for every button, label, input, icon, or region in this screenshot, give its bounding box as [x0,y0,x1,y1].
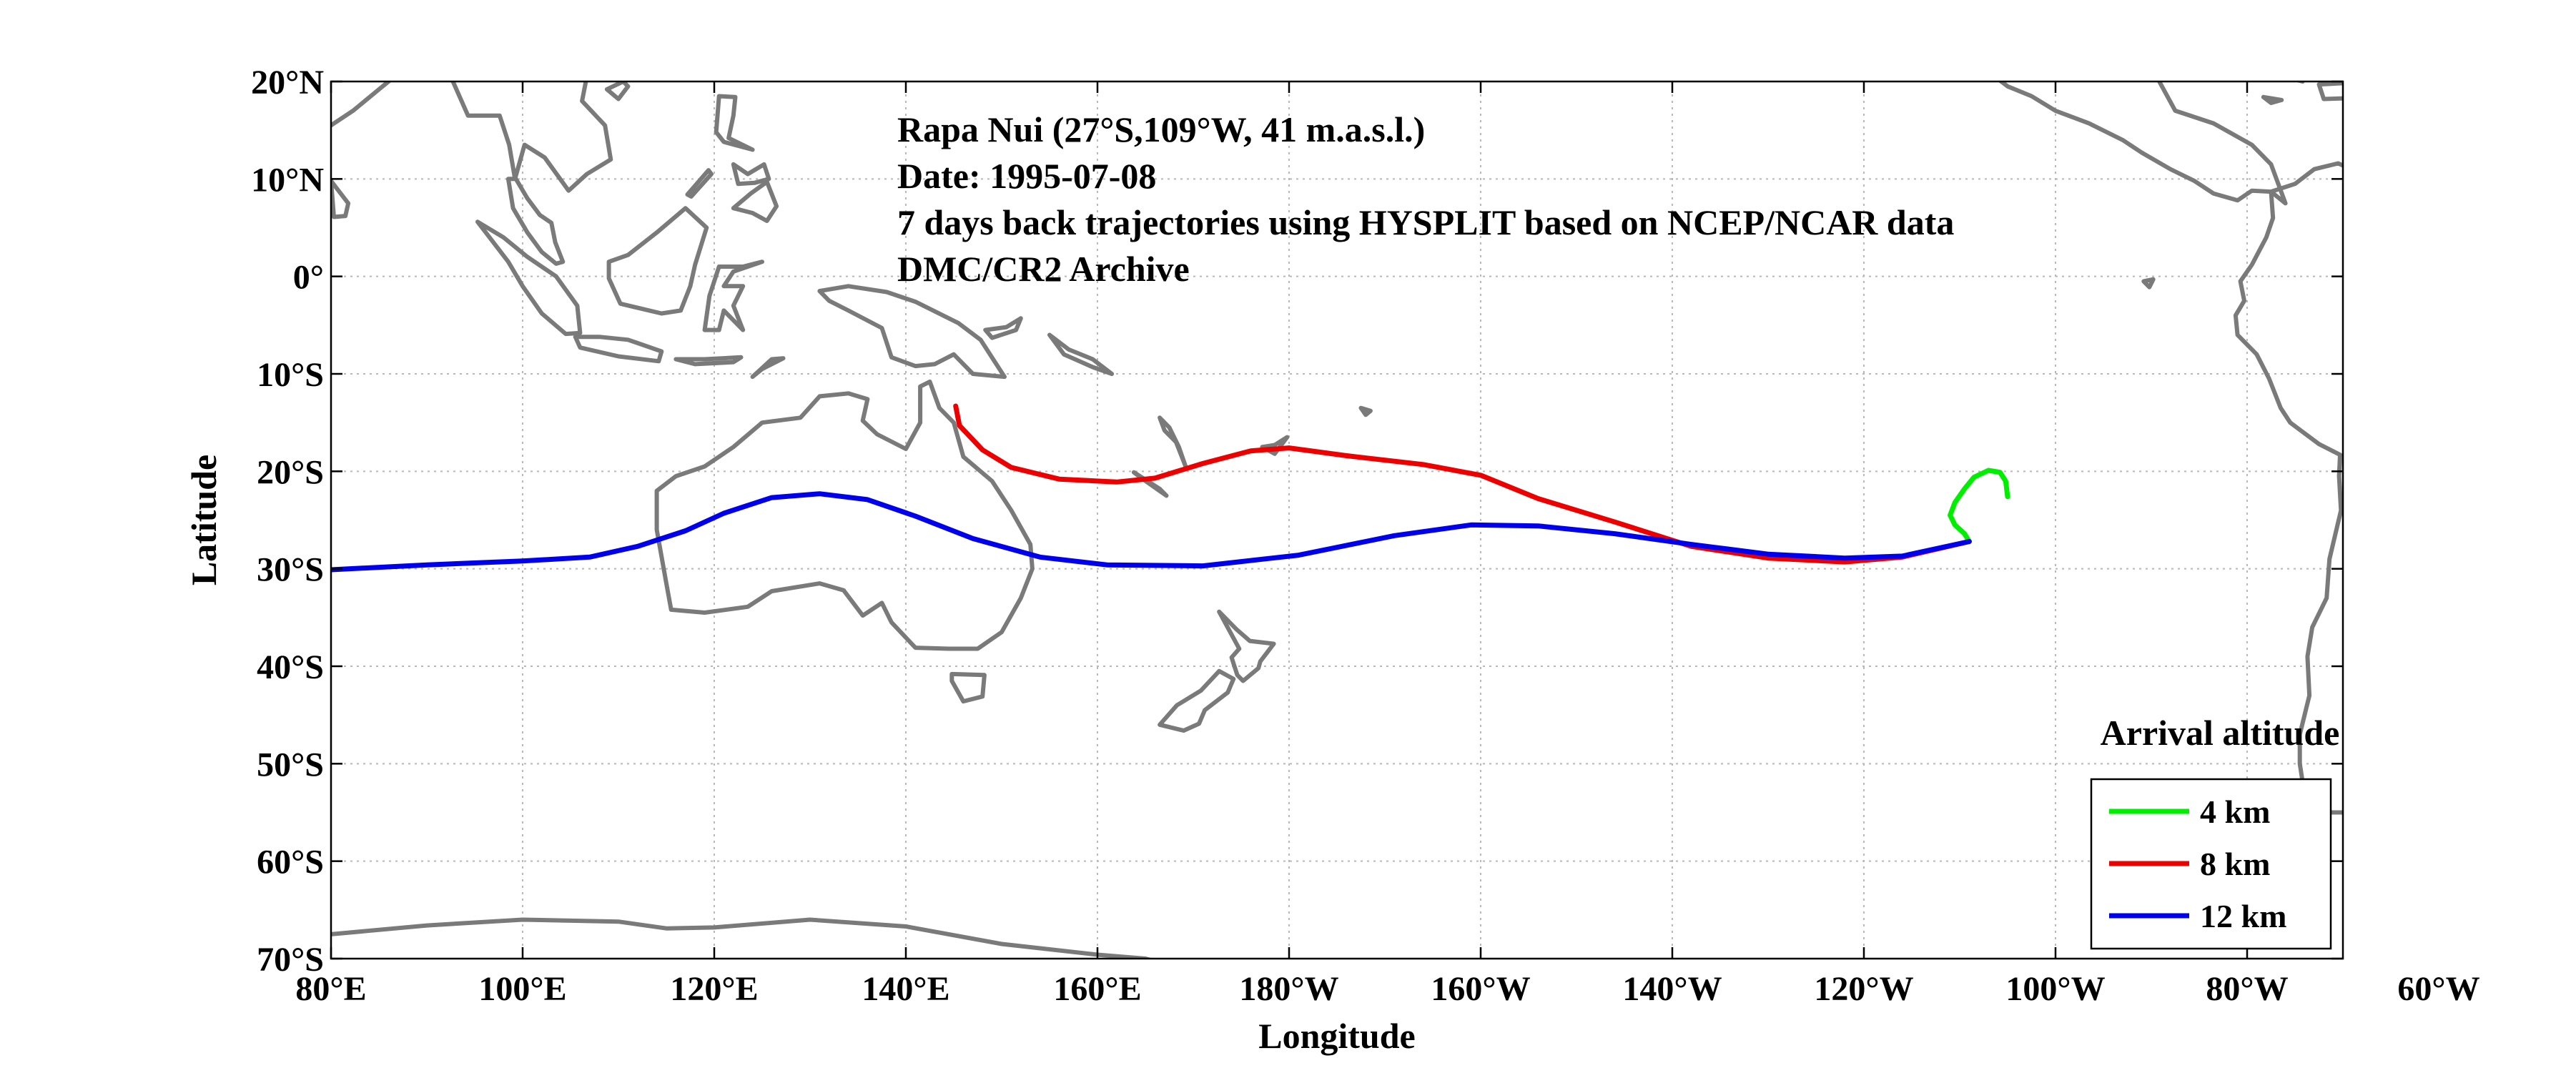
x-tick-label: 160°W [1431,970,1530,1008]
x-tick-label: 180°W [1239,970,1338,1008]
plot-area [331,81,2343,959]
y-tick-label: 10°S [257,356,324,394]
coastline-antarctica [331,917,1155,959]
coastline-sumatra [475,219,583,337]
title-line-1: Rapa Nui (27°S,109°W, 41 m.a.s.l.) [897,109,1425,149]
coastline-australia [654,379,1035,651]
x-tick-label: 100°E [478,970,566,1008]
x-tick-label: 80°W [2206,970,2288,1008]
y-tick-label: 10°N [251,161,324,199]
trajectories [331,403,2010,573]
coastline-visayas [731,162,771,187]
title-line-2: Date: 1995-07-08 [897,156,1156,196]
coastline-south-america [2233,161,2343,815]
trajectory-line-1 [1948,468,2010,544]
y-tick-label: 20°S [257,453,324,491]
title-line-3: 7 days back trajectories using HYSPLIT b… [897,202,1954,242]
legend: 4 km 8 km 12 km [2090,778,2332,950]
y-tick-label: 0° [293,259,324,297]
coastline-luzon [714,94,755,152]
coastline-jamaica [2261,94,2284,105]
y-axis-label: Latitude [184,455,224,585]
coastline-new-zealand-north [1217,609,1276,683]
legend-label-3: 12 km [2200,898,2286,934]
x-axis-label: Longitude [1258,1016,1416,1056]
y-tick-label: 50°S [257,746,324,783]
coastline-mindanao [731,179,779,223]
x-tick-label: 60°W [2397,970,2479,1008]
x-tick-label: 120°E [670,970,758,1008]
title-line-4: DMC/CR2 Archive [897,249,1190,289]
coastline-tasmania [949,671,987,704]
coastline-borneo [606,206,709,316]
axis-ticks: 80°E 100°E 120°E 140°E 160°E 180°W 160°W 140°W 1… [251,64,2479,1008]
x-tick-label: 100°W [2005,970,2105,1008]
coastline-new-caledonia [1131,470,1169,498]
coastline-solomon-islands [1047,332,1115,376]
coastline-palawan [685,168,714,199]
coastline-malay-peninsula [505,177,566,266]
trajectory-line-3 [331,491,1972,573]
legend-title: Arrival altitude [2101,713,2340,753]
x-tick-label: 80°E [295,970,366,1008]
legend-label-2: 8 km [2200,846,2270,882]
coastline-sulawesi [702,259,764,332]
coastline-new-zealand-south [1158,668,1236,733]
coastline-new-guinea [817,284,1007,380]
x-tick-label: 160°E [1053,970,1141,1008]
y-tick-label: 70°S [257,941,324,979]
y-tick-label: 60°S [257,844,324,881]
coastline-java [573,335,664,364]
trajectory-line-2 [953,403,1972,565]
coastline-new-britain [983,316,1023,340]
coastline-samoa [1358,405,1373,417]
y-tick-label: 20°N [251,64,324,102]
coastline-timor [750,356,786,380]
coastline-sri-lanka [331,179,351,219]
coastline-hainan [604,81,631,102]
coastline-flores [673,355,744,367]
y-tick-label: 30°S [257,551,324,589]
legend-label-1: 4 km [2200,793,2270,830]
x-tick-label: 140°E [862,970,949,1008]
coastline-galapagos [2141,277,2156,290]
plot-frame [330,80,2344,960]
coastline-hispaniola [2316,81,2343,102]
grid [331,81,2343,959]
coastline-indochina-coast [331,81,613,193]
x-tick-label: 120°W [1814,970,1913,1008]
y-tick-label: 40°S [257,648,324,686]
x-tick-label: 140°W [1622,970,1722,1008]
coastline-mexico-central-america [1998,81,2288,206]
